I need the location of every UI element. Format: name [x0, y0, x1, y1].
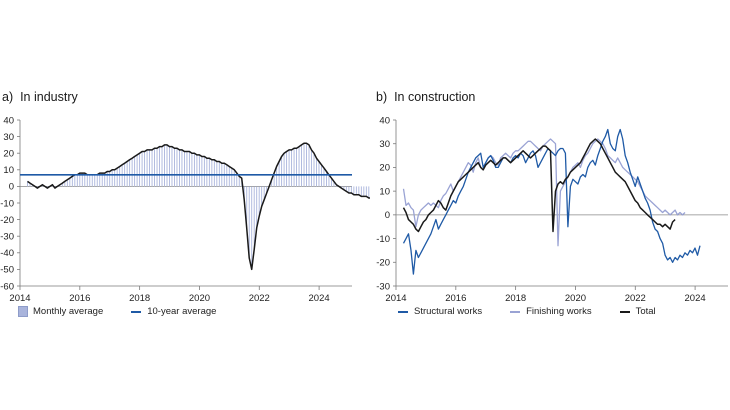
legend-item-finishing-works: Finishing works: [510, 306, 592, 317]
legend-swatch-total: [619, 310, 630, 313]
legend-swatch-monthly-average: [18, 306, 28, 317]
construction-y-tick-label: -10: [376, 234, 390, 245]
monthly-average-line: [27, 142, 370, 271]
construction-y-tick-label: 40: [379, 115, 390, 126]
industry-y-tick-label: -60: [0, 281, 14, 292]
industry-x-tick-label: 2014: [9, 293, 30, 304]
legend-label-monthly-average: Monthly average: [33, 306, 104, 317]
legend-item-monthly-average: Monthly average: [18, 306, 103, 317]
industry-x-tick-label: 2016: [69, 293, 90, 304]
legend-swatch-10-year-average: [131, 310, 142, 313]
legend-item-total: Total: [619, 306, 656, 317]
legend-item-10-year-average: 10-year average: [131, 306, 216, 317]
legend-swatch-structural-works: [398, 310, 408, 313]
industry-y-tick-label: 0: [9, 182, 14, 193]
panel-a-label: a): [2, 90, 14, 104]
industry-y-tick-label: -30: [0, 232, 14, 243]
legend-label-finishing-works: Finishing works: [526, 306, 592, 317]
construction-x-tick-label: 2024: [685, 293, 706, 304]
structural-works-line: [402, 128, 701, 275]
industry-y-tick-label: -40: [0, 248, 14, 259]
construction-y-tick-label: 10: [379, 186, 390, 197]
industry-x-tick-label: 2020: [189, 293, 210, 304]
industry-x-tick-label: 2018: [129, 293, 150, 304]
construction-y-tick-label: 20: [379, 163, 390, 174]
industry-y-tick-label: 20: [3, 149, 14, 160]
construction-x-tick-label: 2018: [505, 293, 526, 304]
legend-label-structural-works: Structural works: [414, 306, 483, 317]
industry-y-tick-label: -20: [0, 215, 14, 226]
construction-y-tick-label: -30: [376, 281, 390, 292]
legend-label-total: Total: [635, 306, 656, 317]
industry-y-tick-label: 10: [3, 165, 14, 176]
panel-b-label: b): [376, 90, 388, 104]
industry-y-tick-label: -50: [0, 265, 14, 276]
construction-x-tick-label: 2014: [385, 293, 406, 304]
industry-y-tick-label: 40: [3, 115, 14, 126]
industry-legend: Monthly average 10-year average: [18, 306, 244, 317]
construction-y-tick-label: 0: [385, 210, 390, 221]
industry-y-tick-label: 30: [3, 132, 14, 143]
construction-x-tick-label: 2022: [625, 293, 646, 304]
panel-b-title-text: In construction: [394, 90, 476, 104]
construction-x-tick-label: 2016: [445, 293, 466, 304]
legend-label-10-year-average: 10-year average: [147, 306, 217, 317]
legend-swatch-finishing-works: [510, 310, 521, 313]
construction-y-tick-label: -20: [376, 258, 390, 269]
total-line: [402, 138, 676, 233]
finishing-works-line: [402, 138, 686, 247]
panel-b-title: b) In construction: [376, 90, 475, 104]
industry-x-tick-label: 2022: [249, 293, 270, 304]
legend-item-structural-works: Structural works: [398, 306, 482, 317]
construction-legend: Structural works Finishing works Total: [398, 306, 684, 317]
construction-x-tick-label: 2020: [565, 293, 586, 304]
industry-y-tick-label: -10: [0, 198, 14, 209]
construction-y-tick-label: 30: [379, 139, 390, 150]
industry-x-tick-label: 2024: [309, 293, 330, 304]
panel-a-title: a) In industry: [2, 90, 78, 104]
panel-a-title-text: In industry: [20, 90, 78, 104]
